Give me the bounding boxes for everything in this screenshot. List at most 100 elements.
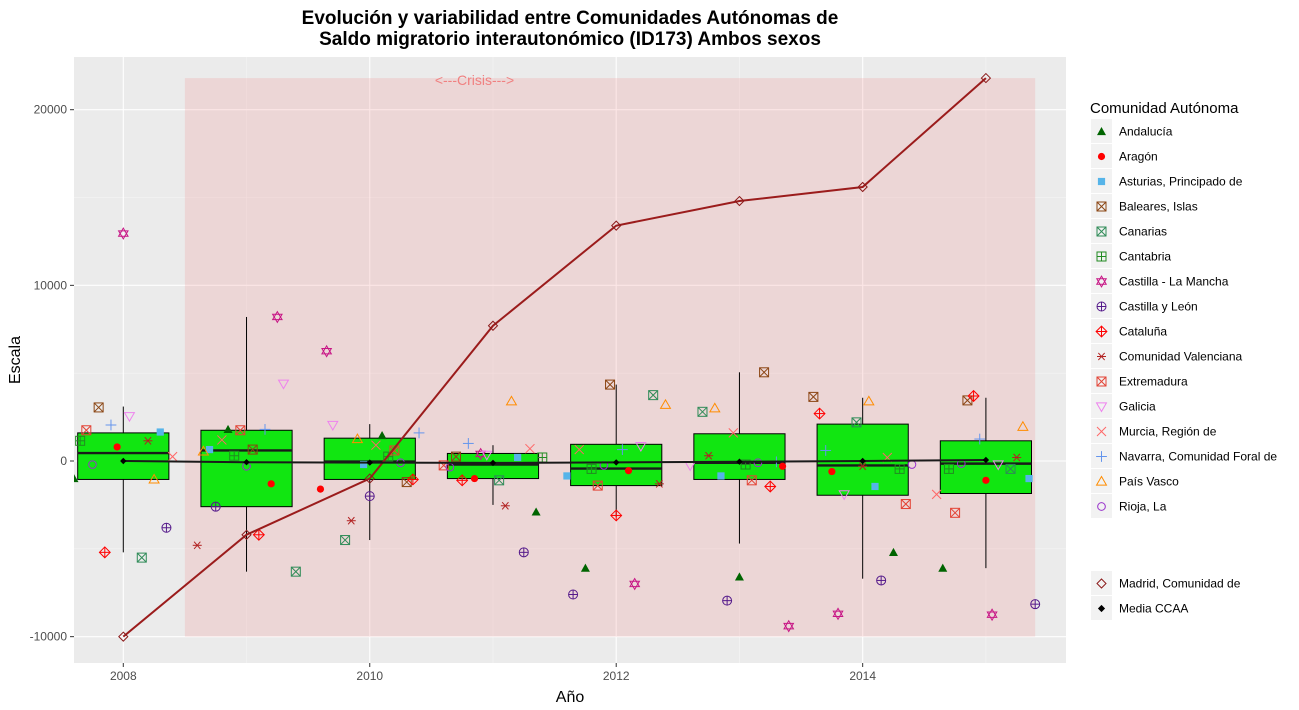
x-tick-label: 2012	[603, 669, 630, 683]
marker-shape	[277, 379, 290, 390]
marker-shape	[783, 619, 795, 630]
point-triangle	[74, 474, 79, 483]
marker-shape	[624, 467, 633, 475]
legend-marker	[1095, 325, 1108, 338]
marker-shape	[986, 611, 998, 622]
media-point	[120, 457, 127, 465]
marker-shape	[247, 444, 258, 455]
marker-shape	[563, 472, 571, 480]
point-plus	[820, 445, 832, 456]
marker-shape	[81, 425, 92, 436]
legend-marker	[1097, 127, 1106, 136]
marker-shape	[592, 480, 603, 491]
point-triangle-down	[326, 420, 339, 431]
point-diamond-plus	[967, 389, 980, 403]
point-triangle-down	[838, 490, 851, 501]
point-star-david	[321, 344, 333, 358]
marker-shape	[900, 499, 911, 510]
x-axis-label: Año	[556, 689, 585, 706]
marker-shape	[366, 459, 373, 466]
y-axis-label: Escala	[7, 336, 24, 384]
marker-shape	[197, 445, 210, 456]
box-layer	[77, 316, 1032, 579]
legend-marker	[1096, 201, 1107, 212]
marker-shape	[389, 445, 400, 456]
point-square	[205, 445, 214, 454]
marker-shape	[635, 441, 647, 453]
marker-shape	[340, 535, 351, 546]
marker-shape	[1095, 402, 1108, 413]
point-circle-plus	[364, 491, 375, 502]
marker-shape	[697, 406, 708, 417]
marker-shape	[271, 310, 283, 321]
marker-shape	[950, 507, 960, 518]
madrid-line	[122, 77, 987, 638]
marker-shape	[243, 459, 250, 466]
legend-key-bg	[1091, 394, 1112, 418]
marker-shape	[347, 516, 355, 525]
point-square-x	[235, 425, 246, 436]
point-circle-plus	[876, 575, 887, 586]
marker-shape	[487, 320, 499, 331]
point-circle-plus	[210, 501, 221, 512]
legend-item-label: Cataluña	[1119, 325, 1167, 339]
point-asterisk	[1012, 453, 1022, 462]
marker-shape	[832, 610, 844, 621]
point-square-x	[808, 391, 819, 402]
marker-shape	[1013, 453, 1021, 462]
marker-shape	[136, 552, 147, 563]
legend-marker	[1096, 226, 1107, 237]
point-square-x	[605, 379, 616, 390]
marker-shape	[340, 535, 350, 545]
marker-shape	[1005, 463, 1016, 474]
legend-item-label: País Vasco	[1119, 475, 1179, 489]
marker-shape	[290, 566, 301, 577]
media-point	[859, 457, 866, 465]
box-2015	[939, 440, 1032, 494]
marker-shape	[611, 220, 622, 231]
legend-marker	[1096, 426, 1107, 437]
marker-shape	[93, 402, 104, 413]
point-asterisk	[858, 462, 868, 471]
y-tick-label: 20000	[34, 103, 68, 117]
marker-shape	[808, 392, 819, 402]
marker-shape	[1005, 464, 1016, 474]
marker-shape	[494, 475, 505, 486]
media-line	[123, 458, 986, 464]
crisis-label: <---Crisis--->	[435, 72, 514, 88]
marker-shape	[316, 485, 325, 493]
point-plus	[974, 433, 986, 445]
marker-shape	[659, 398, 672, 409]
legend-title: Comunidad Autónoma	[1090, 100, 1239, 117]
y-tick-label: 0	[60, 454, 67, 468]
point-layer	[74, 227, 1041, 633]
marker-shape	[489, 459, 497, 467]
marker-shape	[982, 456, 990, 464]
point-triangle-down	[992, 460, 1005, 471]
legend-marker	[1096, 451, 1107, 462]
marker-shape	[531, 507, 541, 516]
legend: Andalucía Aragón Asturias, Principado de Ba…	[1091, 119, 1277, 620]
marker-shape	[950, 507, 961, 518]
point-square-x	[900, 499, 911, 510]
point-triangle	[938, 563, 948, 572]
point-square-cross	[340, 535, 351, 546]
marker-shape	[574, 444, 585, 455]
point-circle-open	[88, 460, 97, 469]
point-diamond-plus	[813, 407, 826, 420]
marker-shape	[871, 482, 879, 491]
point-triangle-open	[505, 395, 518, 406]
point-square-cross	[648, 390, 659, 401]
point-square-x	[759, 367, 770, 378]
point-circle-plus	[1030, 599, 1041, 610]
point-plus	[105, 419, 117, 431]
legend-marker	[1097, 352, 1106, 361]
marker-shape	[475, 450, 487, 461]
point-triangle-open	[351, 433, 364, 444]
marker-shape	[148, 473, 160, 484]
legend-marker	[1096, 251, 1107, 262]
media-point	[366, 459, 373, 466]
media-point	[736, 458, 743, 465]
marker-shape	[605, 379, 615, 390]
marker-shape	[986, 608, 998, 618]
